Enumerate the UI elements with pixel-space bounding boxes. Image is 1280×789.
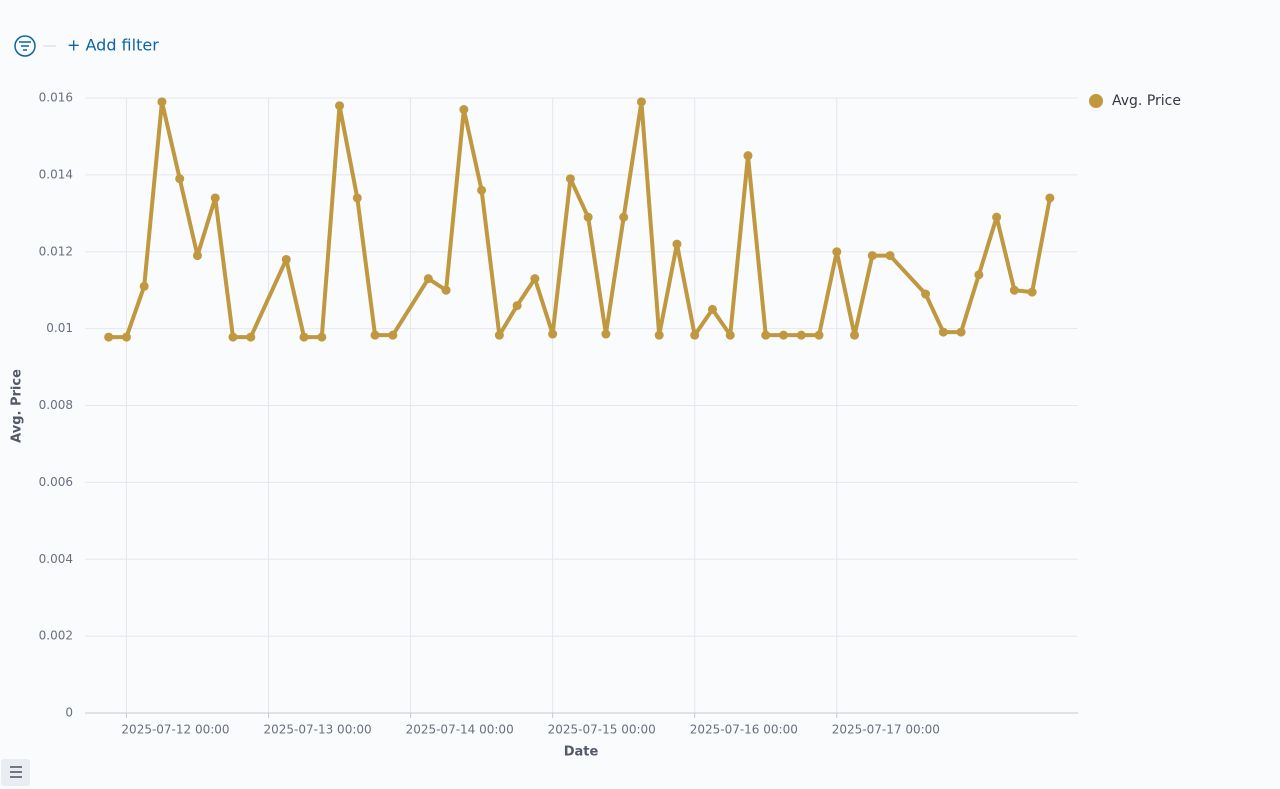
point [654, 330, 664, 340]
list-button[interactable] [1, 759, 30, 786]
y-tick-label: 0.008 [39, 398, 73, 412]
x-tick-label: 2025-07-17 00:00 [832, 723, 940, 737]
point [1027, 287, 1037, 297]
line [108, 99, 1052, 340]
point [104, 332, 114, 342]
point [459, 105, 469, 115]
point [583, 212, 593, 222]
x-tick-label: 2025-07-16 00:00 [690, 723, 798, 737]
point [548, 329, 558, 339]
point [761, 330, 771, 340]
point [867, 251, 877, 261]
y-tick-label: 0.014 [39, 167, 73, 181]
y-tick-label: 0.002 [39, 629, 73, 643]
y-tick-label: 0.016 [39, 91, 73, 105]
point [992, 212, 1002, 222]
y-axis-title: Avg. Price [10, 369, 25, 443]
point [974, 270, 984, 280]
point [1045, 193, 1055, 203]
x-axis-title: Date [564, 745, 599, 760]
point [494, 330, 504, 340]
x-tick-label: 2025-07-14 00:00 [406, 723, 514, 737]
point [690, 330, 700, 340]
point [636, 97, 646, 107]
point [921, 289, 931, 299]
point [246, 332, 256, 342]
point [814, 330, 824, 340]
x-tick-label: 2025-07-13 00:00 [264, 723, 372, 737]
y-tick-label: 0.006 [39, 475, 73, 489]
point [139, 281, 149, 291]
point [743, 151, 753, 161]
point [601, 329, 611, 339]
y-tick-label: 0.012 [39, 244, 73, 258]
point [299, 332, 309, 342]
point [477, 185, 487, 195]
point [121, 332, 131, 342]
point [707, 304, 717, 314]
y-tick-label: 0.01 [46, 321, 73, 335]
point [796, 330, 806, 340]
point [619, 212, 629, 222]
x-tick-label: 2025-07-15 00:00 [548, 723, 656, 737]
y-tick-label: 0 [65, 706, 73, 720]
point [885, 251, 895, 261]
add-filter[interactable]: + Add filter [67, 36, 159, 55]
point [779, 330, 789, 340]
point [335, 101, 345, 111]
point [530, 274, 540, 284]
point [192, 251, 202, 261]
point [1009, 285, 1019, 295]
point [672, 239, 682, 249]
point [512, 301, 522, 311]
filter-icon[interactable] [14, 35, 36, 57]
point [228, 332, 238, 342]
point [423, 274, 433, 284]
legend-label: Avg. Price [1112, 93, 1181, 109]
point [175, 174, 185, 184]
point [832, 247, 842, 257]
point [210, 193, 220, 203]
point [850, 330, 860, 340]
point [565, 174, 575, 184]
point [157, 97, 167, 107]
legend-swatch [1089, 94, 1103, 108]
point [441, 285, 451, 295]
point [352, 193, 362, 203]
point [938, 327, 948, 337]
point [370, 330, 380, 340]
point [956, 327, 966, 337]
point [317, 332, 327, 342]
x-tick-label: 2025-07-12 00:00 [121, 723, 229, 737]
point [281, 254, 291, 264]
point [725, 330, 735, 340]
point [388, 330, 398, 340]
y-tick-label: 0.004 [39, 552, 73, 566]
